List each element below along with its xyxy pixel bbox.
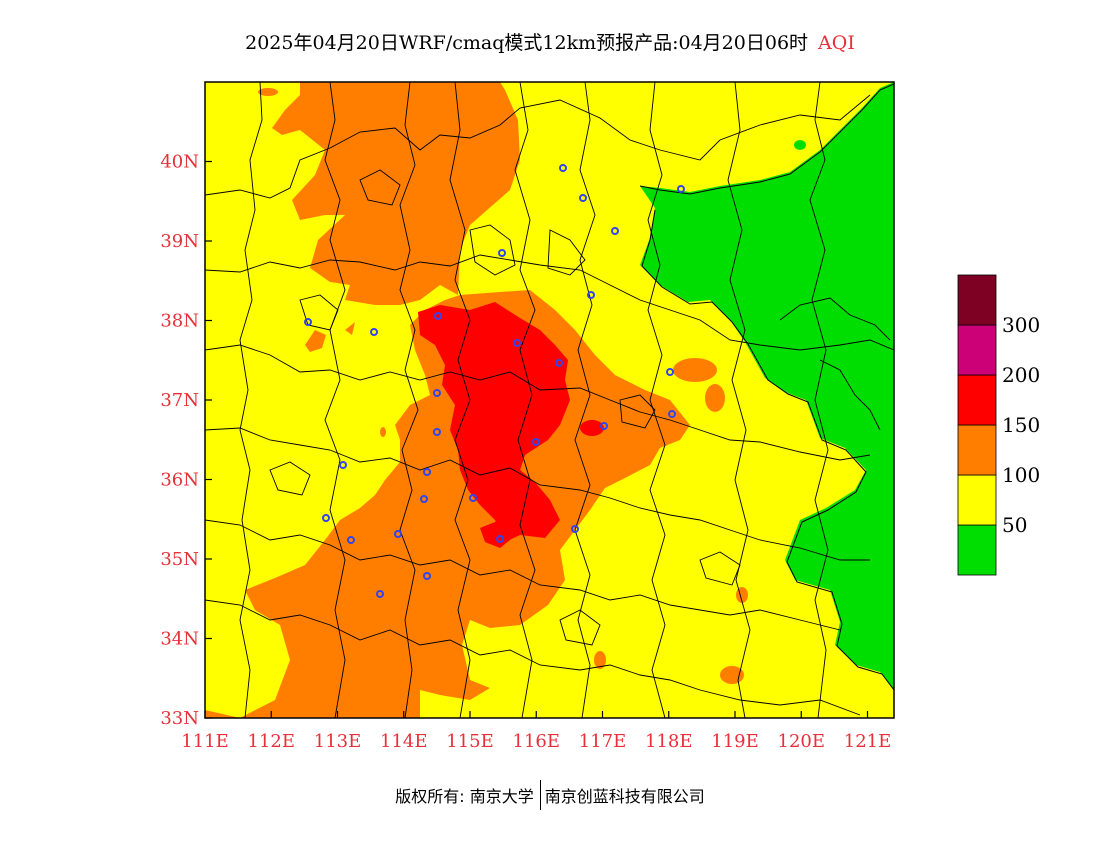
x-tick-label: 117E [579, 731, 627, 752]
city-marker [498, 249, 506, 257]
city-marker [433, 389, 441, 397]
city-marker [666, 368, 674, 376]
city-marker [304, 318, 312, 326]
city-marker [433, 428, 441, 436]
legend-swatch [957, 374, 997, 426]
aqi-zone-sensitive-spot [345, 322, 355, 335]
y-tick-label: 35N [160, 549, 199, 570]
x-tick-label: 114E [380, 731, 428, 752]
city-marker [423, 572, 431, 580]
y-tick-label: 33N [160, 708, 199, 729]
y-tick-label: 39N [160, 231, 199, 252]
city-marker [513, 339, 521, 347]
x-tick-label: 121E [844, 731, 892, 752]
city-marker [322, 514, 330, 522]
x-tick-label: 120E [778, 731, 826, 752]
legend-label: 100 [1002, 463, 1040, 487]
x-tick-label: 115E [446, 731, 494, 752]
city-marker [559, 164, 567, 172]
city-markers [304, 164, 685, 598]
city-marker [469, 494, 477, 502]
y-tick-label: 37N [160, 390, 199, 411]
aqi-zone-sensitive-spot [594, 651, 606, 669]
x-axis: 111E 112E 113E 114E 115E 116E 117E 118E 119E 120E… [181, 711, 891, 752]
city-marker [370, 328, 378, 336]
legend-label: 150 [1002, 413, 1040, 437]
city-marker [587, 291, 595, 299]
legend-swatch [957, 424, 997, 476]
y-tick-label: 34N [160, 629, 199, 650]
footer: 版权所有: 南京大学 南京创蓝科技有限公司 [0, 780, 1100, 810]
city-marker [394, 530, 402, 538]
y-tick-label: 40N [160, 152, 199, 173]
legend-swatch [957, 274, 997, 326]
city-marker [376, 590, 384, 598]
aqi-zone-good-islet [794, 140, 806, 150]
map-title-text: 2025年04月20日WRF/cmaq模式12km预报产品:04月20日06时 [245, 32, 809, 54]
city-marker [347, 536, 355, 544]
x-tick-label: 119E [711, 731, 759, 752]
city-marker [611, 227, 619, 235]
city-marker [532, 438, 540, 446]
aqi-zone-unhealthy [418, 302, 570, 542]
legend-label: 50 [1002, 513, 1027, 537]
aqi-zone-good [640, 82, 894, 718]
map-title: 2025年04月20日WRF/cmaq模式12km预报产品:04月20日06时 A… [0, 28, 1100, 55]
aqi-field [205, 82, 894, 718]
aqi-zone-sensitive-spot [673, 358, 717, 382]
city-marker [420, 495, 428, 503]
city-marker [339, 461, 347, 469]
legend-label: 200 [1002, 363, 1040, 387]
y-tick-label: 38N [160, 311, 199, 332]
footer-separator [539, 780, 541, 810]
aqi-zone-sensitive-spot [380, 427, 386, 437]
city-marker [434, 312, 442, 320]
aqi-zone-good-south [870, 640, 894, 678]
x-tick-label: 113E [314, 731, 362, 752]
city-marker [600, 422, 608, 430]
legend-swatch [957, 524, 997, 576]
y-tick-label: 36N [160, 470, 199, 491]
aqi-zone-unhealthy-spot [580, 420, 604, 436]
city-marker [496, 535, 504, 543]
x-tick-label: 116E [513, 731, 561, 752]
city-marker [677, 185, 685, 193]
legend-label: 300 [1002, 313, 1040, 337]
aqi-legend: 50 100 150 200 300 [957, 274, 1040, 576]
boundary-lines [205, 82, 894, 718]
legend-swatch [957, 474, 997, 526]
map-variable-label: AQI [818, 32, 855, 54]
x-tick-label: 111E [181, 731, 229, 752]
x-tick-label: 112E [248, 731, 296, 752]
city-marker [579, 194, 587, 202]
city-marker [555, 359, 563, 367]
legend-swatch [957, 324, 997, 376]
y-axis: 33N 34N 35N 36N 37N 38N 39N 40N [160, 152, 212, 729]
city-marker [668, 410, 676, 418]
city-marker [571, 525, 579, 533]
aqi-zone-sensitive-spot [258, 88, 278, 96]
copyright-text: 版权所有: 南京大学 [395, 787, 534, 806]
aqi-zone-sensitive-spot [305, 330, 326, 352]
city-marker [423, 468, 431, 476]
aqi-zone-good-islet [880, 233, 894, 257]
x-tick-label: 118E [645, 731, 693, 752]
aqi-zone-sensitive-spot [705, 384, 725, 412]
company-name: 南京创蓝科技有限公司 [544, 787, 705, 806]
